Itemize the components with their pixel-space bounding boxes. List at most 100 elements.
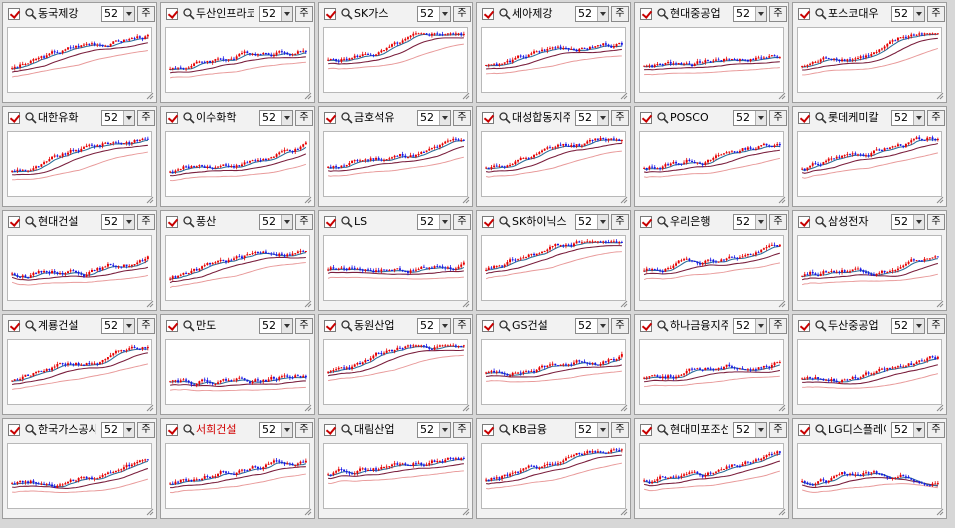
stock-chart-panel[interactable]: 대림산업8752주 bbox=[318, 418, 473, 519]
candlestick-chart[interactable] bbox=[7, 131, 152, 197]
check-icon[interactable] bbox=[166, 8, 178, 20]
stock-chart-panel[interactable]: 롯데케미칼 52 주 bbox=[792, 106, 947, 207]
candlestick-chart[interactable] bbox=[7, 235, 152, 301]
resize-grip-icon[interactable] bbox=[620, 92, 628, 100]
stock-chart-panel[interactable]: 포스코대우 52 주 bbox=[792, 2, 947, 103]
weekly-button[interactable]: 주 bbox=[137, 110, 155, 126]
search-icon[interactable] bbox=[24, 7, 38, 21]
weekly-button[interactable]: 주 bbox=[769, 110, 787, 126]
stock-chart-panel[interactable]: 세아제강9252주 bbox=[476, 2, 631, 103]
search-icon[interactable] bbox=[656, 319, 670, 333]
check-icon[interactable] bbox=[798, 112, 810, 124]
candlestick-chart[interactable] bbox=[165, 235, 310, 301]
search-icon[interactable] bbox=[656, 7, 670, 21]
check-icon[interactable] bbox=[324, 216, 336, 228]
weekly-button[interactable]: 주 bbox=[927, 6, 945, 22]
chevron-down-icon[interactable] bbox=[123, 7, 134, 21]
resize-grip-icon[interactable] bbox=[462, 508, 470, 516]
search-icon[interactable] bbox=[498, 215, 512, 229]
candlestick-chart[interactable] bbox=[797, 339, 942, 405]
resize-grip-icon[interactable] bbox=[778, 300, 786, 308]
resize-grip-icon[interactable] bbox=[146, 300, 154, 308]
search-icon[interactable] bbox=[814, 215, 828, 229]
weekly-button[interactable]: 주 bbox=[137, 318, 155, 334]
period-select[interactable]: 52 bbox=[259, 318, 293, 334]
candlestick-chart[interactable] bbox=[481, 131, 626, 197]
stock-chart-panel[interactable]: 서희건설1,52주 bbox=[160, 418, 315, 519]
period-select[interactable]: 52 bbox=[891, 110, 925, 126]
search-icon[interactable] bbox=[814, 319, 828, 333]
weekly-button[interactable]: 주 bbox=[137, 422, 155, 438]
check-icon[interactable] bbox=[166, 112, 178, 124]
chevron-down-icon[interactable] bbox=[123, 319, 134, 333]
period-select[interactable]: 52 bbox=[733, 214, 767, 230]
search-icon[interactable] bbox=[340, 111, 354, 125]
period-select[interactable]: 52 bbox=[417, 422, 451, 438]
candlestick-chart[interactable] bbox=[639, 27, 784, 93]
weekly-button[interactable]: 주 bbox=[295, 214, 313, 230]
weekly-button[interactable]: 주 bbox=[611, 110, 629, 126]
stock-chart-panel[interactable]: 이수화학1652주 bbox=[160, 106, 315, 207]
stock-chart-panel[interactable]: GS건설26,52주 bbox=[476, 314, 631, 415]
stock-chart-panel[interactable]: 대성합동지주 52 주 bbox=[476, 106, 631, 207]
candlestick-chart[interactable] bbox=[639, 339, 784, 405]
resize-grip-icon[interactable] bbox=[304, 404, 312, 412]
search-icon[interactable] bbox=[498, 319, 512, 333]
chevron-down-icon[interactable] bbox=[597, 215, 608, 229]
stock-chart-panel[interactable]: 풍산40,50052주 bbox=[160, 210, 315, 311]
search-icon[interactable] bbox=[656, 111, 670, 125]
resize-grip-icon[interactable] bbox=[146, 92, 154, 100]
candlestick-chart[interactable] bbox=[165, 27, 310, 93]
period-select[interactable]: 52 bbox=[101, 110, 135, 126]
weekly-button[interactable]: 주 bbox=[453, 318, 471, 334]
resize-grip-icon[interactable] bbox=[304, 92, 312, 100]
resize-grip-icon[interactable] bbox=[778, 404, 786, 412]
resize-grip-icon[interactable] bbox=[462, 196, 470, 204]
chevron-down-icon[interactable] bbox=[597, 319, 608, 333]
candlestick-chart[interactable] bbox=[323, 27, 468, 93]
search-icon[interactable] bbox=[814, 7, 828, 21]
chevron-down-icon[interactable] bbox=[439, 215, 450, 229]
resize-grip-icon[interactable] bbox=[936, 508, 944, 516]
period-select[interactable]: 52 bbox=[733, 110, 767, 126]
candlestick-chart[interactable] bbox=[323, 235, 468, 301]
search-icon[interactable] bbox=[498, 423, 512, 437]
candlestick-chart[interactable] bbox=[481, 339, 626, 405]
resize-grip-icon[interactable] bbox=[620, 404, 628, 412]
period-select[interactable]: 52 bbox=[575, 110, 609, 126]
stock-chart-panel[interactable]: 금호석유8352주 bbox=[318, 106, 473, 207]
check-icon[interactable] bbox=[166, 216, 178, 228]
chevron-down-icon[interactable] bbox=[439, 423, 450, 437]
candlestick-chart[interactable] bbox=[481, 27, 626, 93]
resize-grip-icon[interactable] bbox=[620, 196, 628, 204]
weekly-button[interactable]: 주 bbox=[611, 318, 629, 334]
candlestick-chart[interactable] bbox=[639, 235, 784, 301]
stock-chart-panel[interactable]: 현대미포조선 52 주 bbox=[634, 418, 789, 519]
resize-grip-icon[interactable] bbox=[304, 300, 312, 308]
period-select[interactable]: 52 bbox=[575, 214, 609, 230]
search-icon[interactable] bbox=[182, 319, 196, 333]
check-icon[interactable] bbox=[324, 424, 336, 436]
check-icon[interactable] bbox=[482, 216, 494, 228]
chevron-down-icon[interactable] bbox=[597, 7, 608, 21]
period-select[interactable]: 52 bbox=[417, 318, 451, 334]
stock-chart-panel[interactable]: 만도234,5052주 bbox=[160, 314, 315, 415]
resize-grip-icon[interactable] bbox=[304, 196, 312, 204]
weekly-button[interactable]: 주 bbox=[927, 214, 945, 230]
check-icon[interactable] bbox=[482, 8, 494, 20]
weekly-button[interactable]: 주 bbox=[769, 214, 787, 230]
weekly-button[interactable]: 주 bbox=[453, 422, 471, 438]
check-icon[interactable] bbox=[8, 112, 20, 124]
resize-grip-icon[interactable] bbox=[620, 300, 628, 308]
chevron-down-icon[interactable] bbox=[439, 7, 450, 21]
search-icon[interactable] bbox=[340, 319, 354, 333]
chevron-down-icon[interactable] bbox=[281, 423, 292, 437]
candlestick-chart[interactable] bbox=[481, 235, 626, 301]
chevron-down-icon[interactable] bbox=[913, 423, 924, 437]
weekly-button[interactable]: 주 bbox=[611, 422, 629, 438]
period-select[interactable]: 52 bbox=[575, 318, 609, 334]
stock-chart-panel[interactable]: 두산인프라코 52 주 bbox=[160, 2, 315, 103]
stock-chart-panel[interactable]: 한국가스공사 52 주 bbox=[2, 418, 157, 519]
search-icon[interactable] bbox=[498, 7, 512, 21]
chevron-down-icon[interactable] bbox=[439, 111, 450, 125]
